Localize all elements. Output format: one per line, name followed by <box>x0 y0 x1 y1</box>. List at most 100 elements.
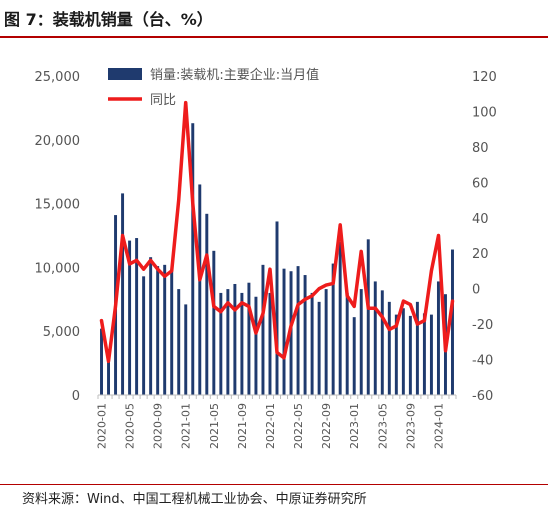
bar <box>275 221 279 395</box>
yoy-point <box>297 303 299 306</box>
bar <box>338 241 342 395</box>
yoy-point <box>395 325 398 327</box>
bar <box>191 123 195 395</box>
yoy-point <box>416 323 419 325</box>
bar <box>352 317 356 395</box>
x-axis-tick-label: 2022-05 <box>292 403 305 449</box>
yoy-point <box>107 360 110 363</box>
x-axis-tick-label: 2023-09 <box>404 403 417 449</box>
x-axis-tick-label: 2023-01 <box>348 403 361 449</box>
yoy-point <box>156 268 159 270</box>
bar <box>310 292 314 395</box>
bar <box>436 281 440 395</box>
bar <box>163 264 167 395</box>
right-axis-tick-label: -40 <box>472 354 493 369</box>
title-divider <box>0 36 548 38</box>
yoy-point <box>198 279 201 281</box>
yoy-point <box>304 298 306 301</box>
bar <box>107 349 111 395</box>
yoy-point <box>430 270 433 272</box>
left-axis-tick-label: 10,000 <box>35 261 81 276</box>
bar <box>247 282 251 395</box>
bar <box>380 290 384 395</box>
yoy-point <box>163 275 166 278</box>
yoy-point <box>374 307 377 309</box>
bar <box>359 289 363 395</box>
yoy-point <box>437 234 440 237</box>
legend-bar-label: 销量:装载机:主要企业:当月值 <box>150 67 319 83</box>
yoy-point <box>227 302 229 304</box>
right-axis-tick-label: -20 <box>472 318 493 333</box>
yoy-point <box>283 356 285 359</box>
sales-yoy-chart: 0 5,000 10,000 15,000 20,000 25,000 -60 -40 -20… <box>35 67 497 449</box>
right-axis-tick-label: -60 <box>472 389 493 404</box>
yoy-point <box>402 300 405 302</box>
yoy-point <box>444 349 447 352</box>
x-axis-tick-label: 2021-05 <box>208 403 221 449</box>
bar <box>149 257 153 395</box>
bar <box>254 296 258 395</box>
bar <box>212 250 216 395</box>
bar <box>184 304 188 395</box>
yoy-point <box>262 312 264 315</box>
bar <box>142 276 146 395</box>
bar <box>177 289 181 395</box>
x-axis-tick-label: 2024-01 <box>432 403 445 449</box>
bar <box>198 184 202 395</box>
x-axis-tick-label: 2021-09 <box>236 403 249 449</box>
yoy-point <box>290 325 292 327</box>
bar <box>219 292 223 395</box>
source-divider <box>0 484 548 485</box>
bar <box>373 281 377 395</box>
bar-series <box>100 123 454 395</box>
x-axis-tick-label: 2022-09 <box>320 403 333 449</box>
x-axis-tick-label: 2020-09 <box>152 403 165 449</box>
yoy-point <box>332 282 334 285</box>
yoy-point <box>191 202 194 205</box>
bar <box>394 314 398 395</box>
x-axis-tick-label: 2021-01 <box>180 403 193 449</box>
bar <box>303 275 307 395</box>
bar <box>296 266 300 395</box>
right-axis-tick-label: 120 <box>472 70 497 85</box>
left-axis-tick-label: 25,000 <box>35 70 81 85</box>
yoy-point <box>135 259 138 262</box>
yoy-point <box>114 305 117 308</box>
yoy-point <box>423 319 426 322</box>
yoy-point <box>346 294 348 297</box>
yoy-point <box>318 287 320 290</box>
bar <box>282 268 286 395</box>
bar <box>205 213 209 395</box>
bar <box>128 240 132 395</box>
bar <box>429 314 433 395</box>
bar <box>170 269 174 395</box>
bar <box>415 301 419 395</box>
bar <box>233 283 237 395</box>
right-axis-tick-label: 100 <box>472 105 497 120</box>
line-series <box>99 100 455 364</box>
yoy-point <box>360 250 363 253</box>
bar <box>100 328 103 395</box>
bar <box>226 289 230 395</box>
yoy-point <box>241 302 243 304</box>
left-axis-tick-label: 0 <box>72 389 80 404</box>
yoy-point <box>248 305 250 308</box>
bar <box>366 239 370 395</box>
yoy-point <box>100 319 103 322</box>
yoy-point <box>184 101 187 104</box>
yoy-point <box>409 303 412 306</box>
bar <box>135 238 139 395</box>
bar <box>324 289 328 395</box>
bar <box>331 263 335 395</box>
left-axis-tick-label: 5,000 <box>43 325 80 340</box>
left-axis-tick-label: 15,000 <box>35 198 81 213</box>
yoy-point <box>381 316 384 318</box>
yoy-point <box>255 332 257 334</box>
left-axis-ticks: 0 5,000 10,000 15,000 20,000 25,000 <box>35 70 81 404</box>
bar <box>156 266 160 395</box>
yoy-point <box>311 294 313 297</box>
bar <box>121 193 125 395</box>
source-note: 资料来源：Wind、中国工程机械工业协会、中原证券研究所 <box>22 492 367 507</box>
yoy-point <box>213 305 215 308</box>
yoy-point <box>121 234 124 237</box>
